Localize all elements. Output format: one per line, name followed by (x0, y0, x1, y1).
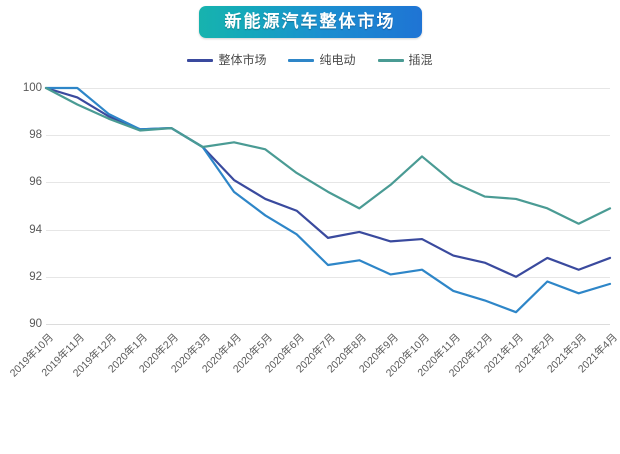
y-axis-tick-label: 96 (29, 176, 42, 189)
legend-swatch-icon (377, 58, 404, 62)
legend-swatch-icon (288, 58, 315, 62)
gridline (46, 276, 610, 278)
line-chart (44, 86, 612, 314)
series-line-2 (44, 86, 612, 225)
legend-label: 纯电动 (319, 53, 356, 67)
page-title: 新能源汽车整体市场 (224, 12, 396, 31)
y-axis-tick-label: 100 (22, 82, 42, 94)
legend-item-1[interactable]: 纯电动 (288, 53, 356, 67)
gridline (46, 135, 610, 137)
gridline (46, 88, 610, 89)
legend-item-2[interactable]: 插混 (377, 53, 433, 67)
y-axis-tick-label: 94 (29, 223, 42, 236)
legend-swatch-icon (187, 58, 214, 62)
chart-page: 新能源汽车整体市场 整体市场 纯电动 插混 100 98 96 94 92 90 2019年1… (0, 6, 620, 400)
y-axis-labels: 100 98 96 94 92 90 (0, 82, 42, 330)
title-banner: 新能源汽车整体市场 (198, 6, 422, 39)
y-axis-tick-label: 98 (29, 129, 42, 142)
series-line-0 (44, 86, 612, 278)
legend-label: 整体市场 (218, 53, 267, 67)
title-banner-wrap: 新能源汽车整体市场 (0, 6, 620, 39)
plot-area (44, 86, 612, 325)
gridline (46, 229, 610, 231)
legend-item-0[interactable]: 整体市场 (187, 54, 266, 66)
gridline (46, 182, 610, 184)
x-axis-line (46, 324, 610, 325)
x-axis-labels: 2019年10月 2019年11月 2019年12月 2020年1月 2020年2月 20… (8, 326, 620, 400)
y-axis-tick-label: 90 (29, 318, 42, 330)
y-axis-tick-label: 92 (29, 270, 42, 283)
chart-legend: 整体市场 纯电动 插混 (0, 54, 620, 66)
legend-label: 插混 (408, 53, 433, 67)
series-line-1 (44, 86, 612, 314)
